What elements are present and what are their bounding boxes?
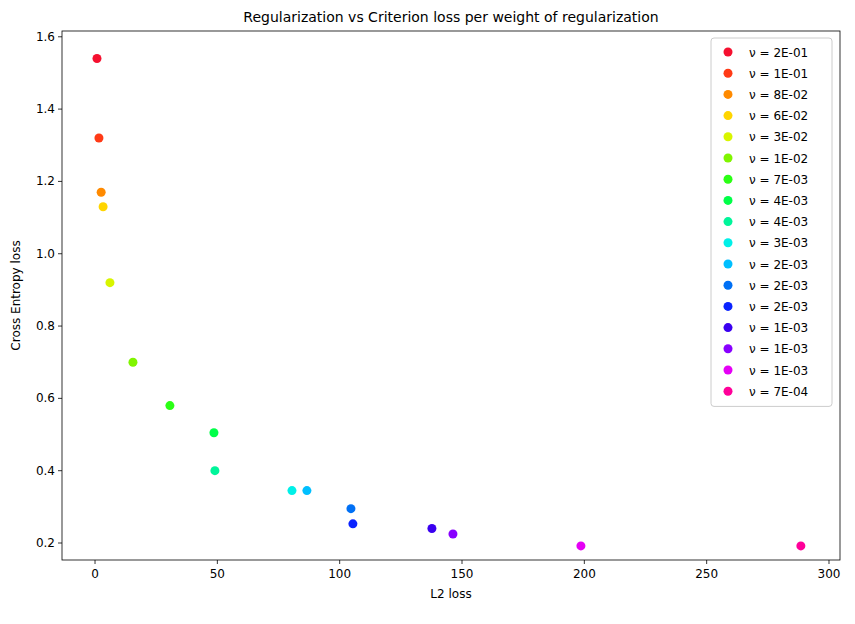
legend-marker	[724, 111, 733, 120]
legend-marker	[724, 175, 733, 184]
legend-marker	[724, 196, 733, 205]
legend-label: ν = 2E-03	[749, 300, 808, 314]
legend-marker	[724, 387, 733, 396]
y-tick-label: 1.6	[36, 30, 55, 44]
point	[302, 486, 311, 495]
point	[92, 54, 101, 63]
legend-label: ν = 8E-02	[749, 88, 808, 102]
legend-label: ν = 2E-03	[749, 279, 808, 293]
chart: 0 50 100 150 200 250 300 0.2 0.4 0.6 0.8 1.0 1.2 1.4 1…	[0, 0, 855, 624]
legend-label: ν = 1E-02	[749, 152, 808, 166]
point	[346, 504, 355, 513]
point	[209, 428, 218, 437]
legend-label: ν = 1E-01	[749, 67, 808, 81]
legend-marker	[724, 154, 733, 163]
legend-marker	[724, 323, 733, 332]
legend-label: ν = 1E-03	[749, 321, 808, 335]
y-tick	[58, 109, 62, 110]
point	[165, 401, 174, 410]
background	[0, 0, 855, 624]
x-tick	[584, 560, 585, 564]
y-tick	[58, 181, 62, 182]
legend-marker	[724, 69, 733, 78]
legend: ν = 2E-01 ν = 1E-01 ν = 8E-02 ν = 6E-02 ν = …	[711, 38, 832, 406]
point	[287, 486, 296, 495]
point	[448, 529, 457, 538]
point	[97, 188, 106, 197]
y-tick-label: 1.2	[36, 174, 55, 188]
point	[576, 541, 585, 550]
x-tick-label: 0	[91, 567, 99, 581]
legend-marker	[724, 344, 733, 353]
y-tick	[58, 543, 62, 544]
legend-box	[711, 38, 832, 406]
legend-marker	[724, 132, 733, 141]
x-tick	[462, 560, 463, 564]
y-tick	[58, 470, 62, 471]
legend-label: ν = 2E-01	[749, 46, 808, 60]
y-tick	[58, 36, 62, 37]
x-tick-label: 100	[328, 567, 351, 581]
x-tick-label: 150	[451, 567, 474, 581]
legend-marker	[724, 238, 733, 247]
x-tick	[828, 560, 829, 564]
y-tick	[58, 326, 62, 327]
y-tick	[58, 398, 62, 399]
legend-label: ν = 7E-04	[749, 385, 808, 399]
legend-marker	[724, 281, 733, 290]
legend-marker	[724, 260, 733, 269]
y-tick-label: 0.8	[36, 319, 55, 333]
point	[99, 202, 108, 211]
legend-marker	[724, 217, 733, 226]
point	[796, 541, 805, 550]
x-tick	[706, 560, 707, 564]
legend-label: ν = 6E-02	[749, 109, 808, 123]
legend-label: ν = 2E-03	[749, 258, 808, 272]
y-tick-label: 0.2	[36, 536, 55, 550]
y-axis-label: Cross Entropy loss	[9, 240, 23, 350]
legend-label: ν = 1E-03	[749, 342, 808, 356]
point	[210, 466, 219, 475]
legend-marker	[724, 366, 733, 375]
x-tick-label: 250	[695, 567, 718, 581]
y-tick-label: 1.0	[36, 247, 55, 261]
y-tick-label: 0.4	[36, 464, 55, 478]
point	[94, 134, 103, 143]
legend-label: ν = 7E-03	[749, 173, 808, 187]
legend-label: ν = 1E-03	[749, 364, 808, 378]
y-tick-label: 1.4	[36, 102, 55, 116]
point	[427, 524, 436, 533]
y-tick-label: 0.6	[36, 391, 55, 405]
title: Regularization vs Criterion loss per wei…	[243, 9, 658, 25]
points	[92, 54, 805, 550]
legend-label: ν = 4E-03	[749, 194, 808, 208]
x-axis-label: L2 loss	[430, 587, 471, 601]
x-tick-label: 50	[210, 567, 225, 581]
point	[128, 358, 137, 367]
x-tick-label: 200	[573, 567, 596, 581]
x-tick	[339, 560, 340, 564]
x-tick	[95, 560, 96, 564]
point	[348, 519, 357, 528]
legend-marker	[724, 90, 733, 99]
x-tick-label: 300	[818, 567, 841, 581]
legend-label: ν = 3E-02	[749, 130, 808, 144]
legend-label: ν = 4E-03	[749, 215, 808, 229]
y-tick	[58, 253, 62, 254]
legend-marker	[724, 48, 733, 57]
x-tick	[217, 560, 218, 564]
legend-label: ν = 3E-03	[749, 236, 808, 250]
legend-marker	[724, 302, 733, 311]
plot-frame	[62, 31, 840, 560]
point	[105, 278, 114, 287]
